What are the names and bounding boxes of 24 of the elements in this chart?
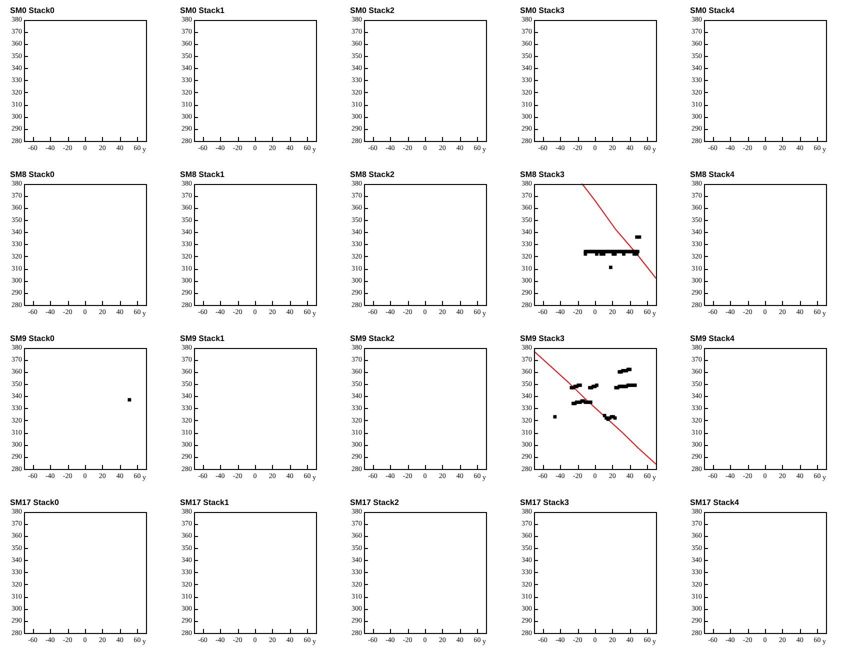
chart-title: SM17 Stack2 bbox=[350, 498, 400, 508]
chart-title: SM17 Stack0 bbox=[10, 498, 60, 508]
chart-title: SM0 Stack4 bbox=[690, 6, 736, 16]
chart-title: SM17 Stack4 bbox=[690, 498, 740, 508]
chart-title: SM9 Stack0 bbox=[10, 334, 56, 344]
chart-title: SM9 Stack4 bbox=[690, 334, 736, 344]
chart-title: SM9 Stack2 bbox=[350, 334, 396, 344]
chart-title: SM8 Stack3 bbox=[520, 170, 566, 180]
chart-title: SM8 Stack1 bbox=[180, 170, 226, 180]
chart-title: SM9 Stack3 bbox=[520, 334, 566, 344]
point bbox=[553, 415, 557, 418]
chart-title: SM8 Stack2 bbox=[350, 170, 396, 180]
chart-title: SM0 Stack2 bbox=[350, 6, 396, 16]
point bbox=[584, 252, 588, 256]
chart-title: SM8 Stack4 bbox=[690, 170, 736, 180]
point bbox=[638, 235, 642, 239]
chart-title: SM17 Stack3 bbox=[520, 498, 570, 508]
point bbox=[608, 266, 612, 270]
chart-title: SM0 Stack1 bbox=[180, 6, 226, 16]
chart-title: SM9 Stack1 bbox=[180, 334, 226, 344]
chart-title: SM17 Stack1 bbox=[180, 498, 230, 508]
chart-title: SM0 Stack3 bbox=[520, 6, 566, 16]
chart-title: SM8 Stack0 bbox=[10, 170, 56, 180]
chart-title: SM0 Stack0 bbox=[10, 6, 56, 16]
